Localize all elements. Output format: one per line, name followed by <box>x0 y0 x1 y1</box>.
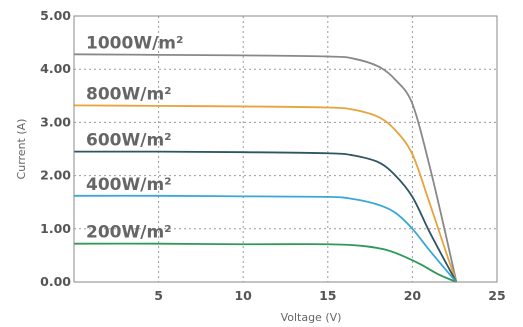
plot-frame <box>73 15 498 283</box>
series-label: 200W/m² <box>86 223 172 243</box>
y-axis-ticks: 0.00 1.00 2.00 3.00 4.00 5.00 <box>40 8 71 289</box>
x-tick-label: 20 <box>404 288 422 303</box>
series-lines <box>73 53 458 283</box>
x-axis-label: Voltage (V) <box>281 311 342 324</box>
y-tick-label: 0.00 <box>40 274 71 289</box>
series-line <box>73 150 458 283</box>
series-line <box>73 53 458 283</box>
series-line <box>73 194 458 283</box>
x-tick-label: 10 <box>234 288 252 303</box>
series-label: 400W/m² <box>86 175 172 195</box>
x-tick-label: 25 <box>488 288 505 303</box>
x-axis-ticks: 5 10 15 20 25 <box>154 288 505 303</box>
series-labels: 1000W/m² 800W/m² 600W/m² 400W/m² 200W/m² <box>86 33 183 242</box>
y-tick-label: 4.00 <box>40 61 71 76</box>
series-label: 600W/m² <box>86 131 172 151</box>
x-tick-label: 5 <box>154 288 163 303</box>
series-label: 1000W/m² <box>86 33 183 53</box>
series-label: 800W/m² <box>86 84 172 104</box>
y-tick-label: 3.00 <box>40 114 71 129</box>
y-tick-label: 1.00 <box>40 221 71 236</box>
series-line <box>73 242 457 283</box>
y-axis-label: Current (A) <box>15 119 28 180</box>
grid <box>74 16 497 282</box>
x-tick-label: 15 <box>319 288 336 303</box>
y-tick-label: 2.00 <box>40 168 71 183</box>
y-tick-label: 5.00 <box>40 8 71 23</box>
series-line <box>73 104 458 283</box>
